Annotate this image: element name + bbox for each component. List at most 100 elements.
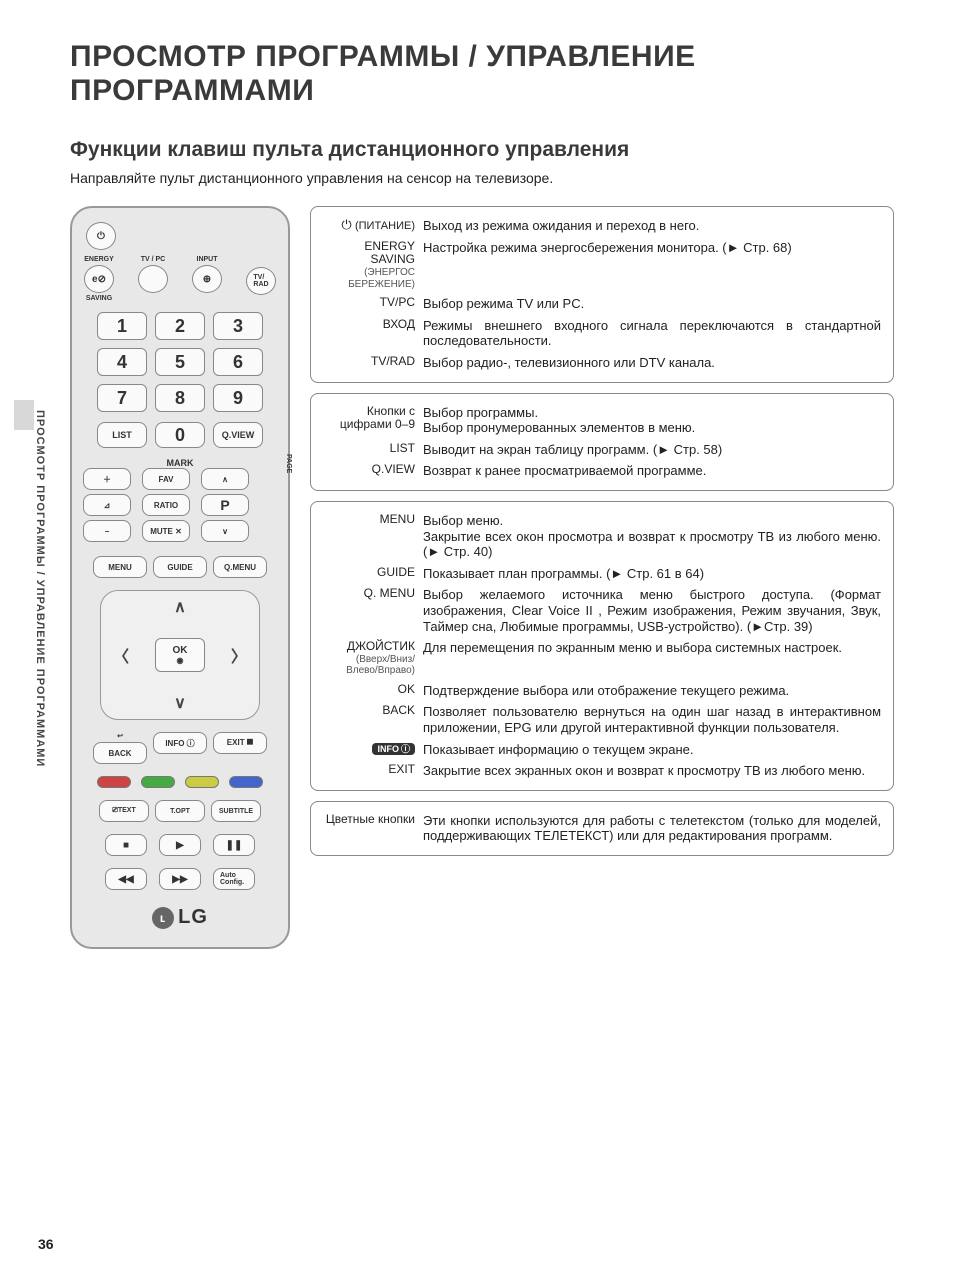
pause-button: ❚❚ <box>213 834 255 856</box>
desc-label: ⏻ (ПИТАНИЕ) <box>323 218 415 234</box>
tvpc-button <box>138 265 168 293</box>
num-5: 5 <box>155 348 205 376</box>
intro-text: Направляйте пульт дистанционного управле… <box>70 170 894 186</box>
num-2: 2 <box>155 312 205 340</box>
desc-text: Показывает информацию о текущем экране. <box>423 742 881 758</box>
desc-text: Эти кнопки используются для работы с тел… <box>423 813 881 844</box>
guide-button: GUIDE <box>153 556 207 578</box>
desc-row: OK Подтверждение выбора или отображение т… <box>323 680 881 702</box>
desc-label: ВХОД <box>323 318 415 349</box>
dpad-right-icon: 〉 <box>231 643 247 667</box>
exit-button: EXIT ⯀ <box>213 732 267 754</box>
fav-button: FAV <box>142 468 190 490</box>
desc-label: BACK <box>323 704 415 735</box>
subtitle-button: SUBTITLE <box>211 800 261 822</box>
num-0: 0 <box>155 422 205 448</box>
desc-label: TV/PC <box>323 296 415 312</box>
description-panel: ⏻ (ПИТАНИЕ) Выход из режима ожидания и пе… <box>310 206 894 856</box>
dpad-up-icon: ∧ <box>174 597 186 617</box>
text-button: ⎚TEXT <box>99 800 149 822</box>
desc-text: Выбор радио-, телевизионного или DTV кан… <box>423 355 881 371</box>
vol-down-button: − <box>83 520 131 542</box>
desc-text: Выводит на экран таблицу программ. (► Ст… <box>423 442 881 458</box>
desc-text: Выбор режима TV или PC. <box>423 296 881 312</box>
dpad: ∧ ∨ 〈 〉 OK◉ <box>100 590 260 720</box>
color-buttons-row <box>82 776 278 788</box>
number-pad: 1 2 3 4 5 6 7 8 9 <box>97 312 263 412</box>
desc-text: Позволяет пользователю вернуться на один… <box>423 704 881 735</box>
page-vert-label: PAGE <box>285 454 292 473</box>
power-button: ⏻ <box>86 222 116 250</box>
ratio-button: RATIO <box>142 494 190 516</box>
page-title: ПРОСМОТР ПРОГРАММЫ / УПРАВЛЕНИЕ ПРОГРАММ… <box>70 40 894 108</box>
desc-label: Кнопки с цифрами 0–9 <box>323 405 415 436</box>
desc-text: Показывает план программы. (► Стр. 61 в … <box>423 566 881 582</box>
desc-text: Выбор желаемого источника меню быстрого … <box>423 587 881 634</box>
saving-label: SAVING <box>86 295 112 302</box>
desc-text: Настройка режима энергосбережения монито… <box>423 240 881 291</box>
page-down-button: ∨ <box>201 520 249 542</box>
yellow-button <box>185 776 219 788</box>
desc-row: MENUВыбор меню.Закрытие всех окон просмо… <box>323 510 881 563</box>
desc-sublabel: (Вверх/Вниз/ Влево/Вправо) <box>323 654 415 677</box>
ok-button: OK◉ <box>155 638 205 672</box>
desc-row: TV/RAD Выбор радио-, телевизионного или D… <box>323 352 881 374</box>
rew-button: ◀◀ <box>105 868 147 890</box>
energy-label: ENERGY <box>84 256 114 263</box>
num-4: 4 <box>97 348 147 376</box>
num-1: 1 <box>97 312 147 340</box>
desc-text: Выход из режима ожидания и переход в нег… <box>423 218 881 234</box>
desc-text: Подтверждение выбора или отображение тек… <box>423 683 881 699</box>
topt-button: T.OPT <box>155 800 205 822</box>
lg-logo-text: LG <box>178 906 208 929</box>
num-6: 6 <box>213 348 263 376</box>
vol-icon: ⊿ <box>83 494 131 516</box>
desc-label: LIST <box>323 442 415 458</box>
lg-logo: ʟ LG <box>152 906 208 929</box>
autoconfig-button: Auto Config. <box>213 868 255 890</box>
desc-label: ENERGY SAVING(ЭНЕРГОС БЕРЕЖЕНИЕ) <box>323 240 415 291</box>
p-button: P <box>201 494 249 516</box>
desc-group: Цветные кнопки Эти кнопки используются дл… <box>310 801 894 856</box>
desc-row: LIST Выводит на экран таблицу программ. (… <box>323 439 881 461</box>
page-up-button: ∧ <box>201 468 249 490</box>
remote-illustration: ⏻ ENERGY e⊘ SAVING TV / PC INPUT ⊕ TV/RAD 1… <box>70 206 290 949</box>
desc-label: ДЖОЙСТИК(Вверх/Вниз/ Влево/Вправо) <box>323 640 415 677</box>
green-button <box>141 776 175 788</box>
dpad-left-icon: 〈 <box>113 643 129 667</box>
desc-label: TV/RAD <box>323 355 415 371</box>
vol-up-button: ＋ <box>83 468 131 490</box>
desc-sublabel: (ЭНЕРГОС БЕРЕЖЕНИЕ) <box>323 267 415 290</box>
desc-row: GUIDE Показывает план программы. (► Стр. … <box>323 563 881 585</box>
qmenu-button: Q.MENU <box>213 556 267 578</box>
stop-button: ■ <box>105 834 147 856</box>
desc-label: Q. MENU <box>323 587 415 634</box>
input-label: INPUT <box>197 256 218 263</box>
desc-text: Выбор меню.Закрытие всех окон просмотра … <box>423 513 881 560</box>
num-9: 9 <box>213 384 263 412</box>
desc-text: Возврат к ранее просматриваемой программ… <box>423 463 881 479</box>
desc-text: Для перемещения по экранным меню и выбор… <box>423 640 881 677</box>
dpad-down-icon: ∨ <box>174 693 186 713</box>
desc-row: Кнопки с цифрами 0–9Выбор программы.Выбо… <box>323 402 881 439</box>
desc-row: INFO Показывает информацию о текущем экра… <box>323 739 881 761</box>
tvpc-label: TV / PC <box>141 256 166 263</box>
energy-saving-button: e⊘ <box>84 265 114 293</box>
desc-label: Цветные кнопки <box>323 813 415 844</box>
num-7: 7 <box>97 384 147 412</box>
num-3: 3 <box>213 312 263 340</box>
ff-button: ▶▶ <box>159 868 201 890</box>
desc-text: Закрытие всех экранных окон и возврат к … <box>423 763 881 779</box>
blue-button <box>229 776 263 788</box>
input-button: ⊕ <box>192 265 222 293</box>
section-title: Функции клавиш пульта дистанционного упр… <box>70 138 894 162</box>
desc-group: Кнопки с цифрами 0–9Выбор программы.Выбо… <box>310 393 894 491</box>
desc-row: ENERGY SAVING(ЭНЕРГОС БЕРЕЖЕНИЕ)Настройк… <box>323 237 881 294</box>
red-button <box>97 776 131 788</box>
desc-label: Q.VIEW <box>323 463 415 479</box>
desc-row: ВХОДРежимы внешнего входного сигнала пер… <box>323 315 881 352</box>
tvrad-button: TV/RAD <box>246 267 276 295</box>
desc-label: OK <box>323 683 415 699</box>
desc-label: INFO <box>323 742 415 758</box>
desc-label: GUIDE <box>323 566 415 582</box>
